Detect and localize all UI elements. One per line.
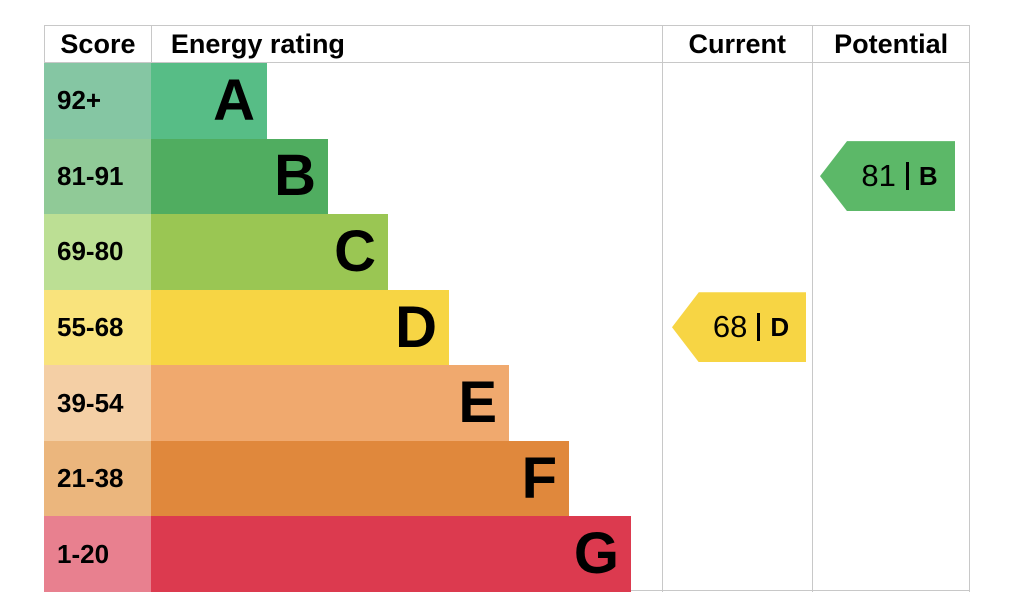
score-range-b: 81-91 xyxy=(44,138,151,215)
band-row-b: 81-91 B xyxy=(44,138,662,215)
potential-column-divider xyxy=(812,26,813,592)
current-column-divider xyxy=(662,26,663,592)
band-bar-c: C xyxy=(151,214,388,290)
score-range-c: 69-80 xyxy=(44,214,151,290)
band-bar-b: B xyxy=(151,138,328,215)
band-bar-a: A xyxy=(151,63,267,139)
rating-bands: 92+ A 81-91 B 69-80 C 55-68 D 39-54 E 21-38 F 1-20 G xyxy=(44,63,662,593)
potential-rating-arrow: 81 B xyxy=(820,141,955,212)
current-rating-letter: D xyxy=(770,311,790,342)
band-row-g: 1-20 G xyxy=(44,516,662,593)
band-bar-d: D xyxy=(151,289,449,366)
band-row-e: 39-54 E xyxy=(44,365,662,441)
table-right-border xyxy=(969,26,970,592)
band-row-d: 55-68 D xyxy=(44,289,662,366)
score-range-e: 39-54 xyxy=(44,365,151,441)
potential-rating-letter: B xyxy=(918,160,938,191)
epc-table: Score Energy rating Current Potential 92… xyxy=(44,25,970,593)
current-rating-value: 68 xyxy=(712,309,748,345)
potential-rating-value: 81 xyxy=(861,158,896,194)
band-row-a: 92+ A xyxy=(44,63,662,139)
band-bar-e: E xyxy=(151,365,509,441)
separator-bar xyxy=(757,313,761,342)
band-row-f: 21-38 F xyxy=(44,440,662,517)
table-header: Score Energy rating Current Potential xyxy=(44,26,970,63)
current-rating-arrow: 68 D xyxy=(672,292,806,363)
score-range-f: 21-38 xyxy=(44,440,151,517)
score-range-a: 92+ xyxy=(44,63,151,139)
header-energy-rating: Energy rating xyxy=(170,28,345,59)
header-potential: Potential xyxy=(834,28,949,59)
score-range-g: 1-20 xyxy=(44,516,151,593)
band-bar-g: G xyxy=(151,516,631,593)
header-score: Score xyxy=(45,26,152,62)
score-range-d: 55-68 xyxy=(44,289,151,366)
header-current: Current xyxy=(688,28,787,59)
separator-bar xyxy=(905,162,909,191)
band-row-c: 69-80 C xyxy=(44,214,662,290)
band-bar-f: F xyxy=(151,440,569,517)
